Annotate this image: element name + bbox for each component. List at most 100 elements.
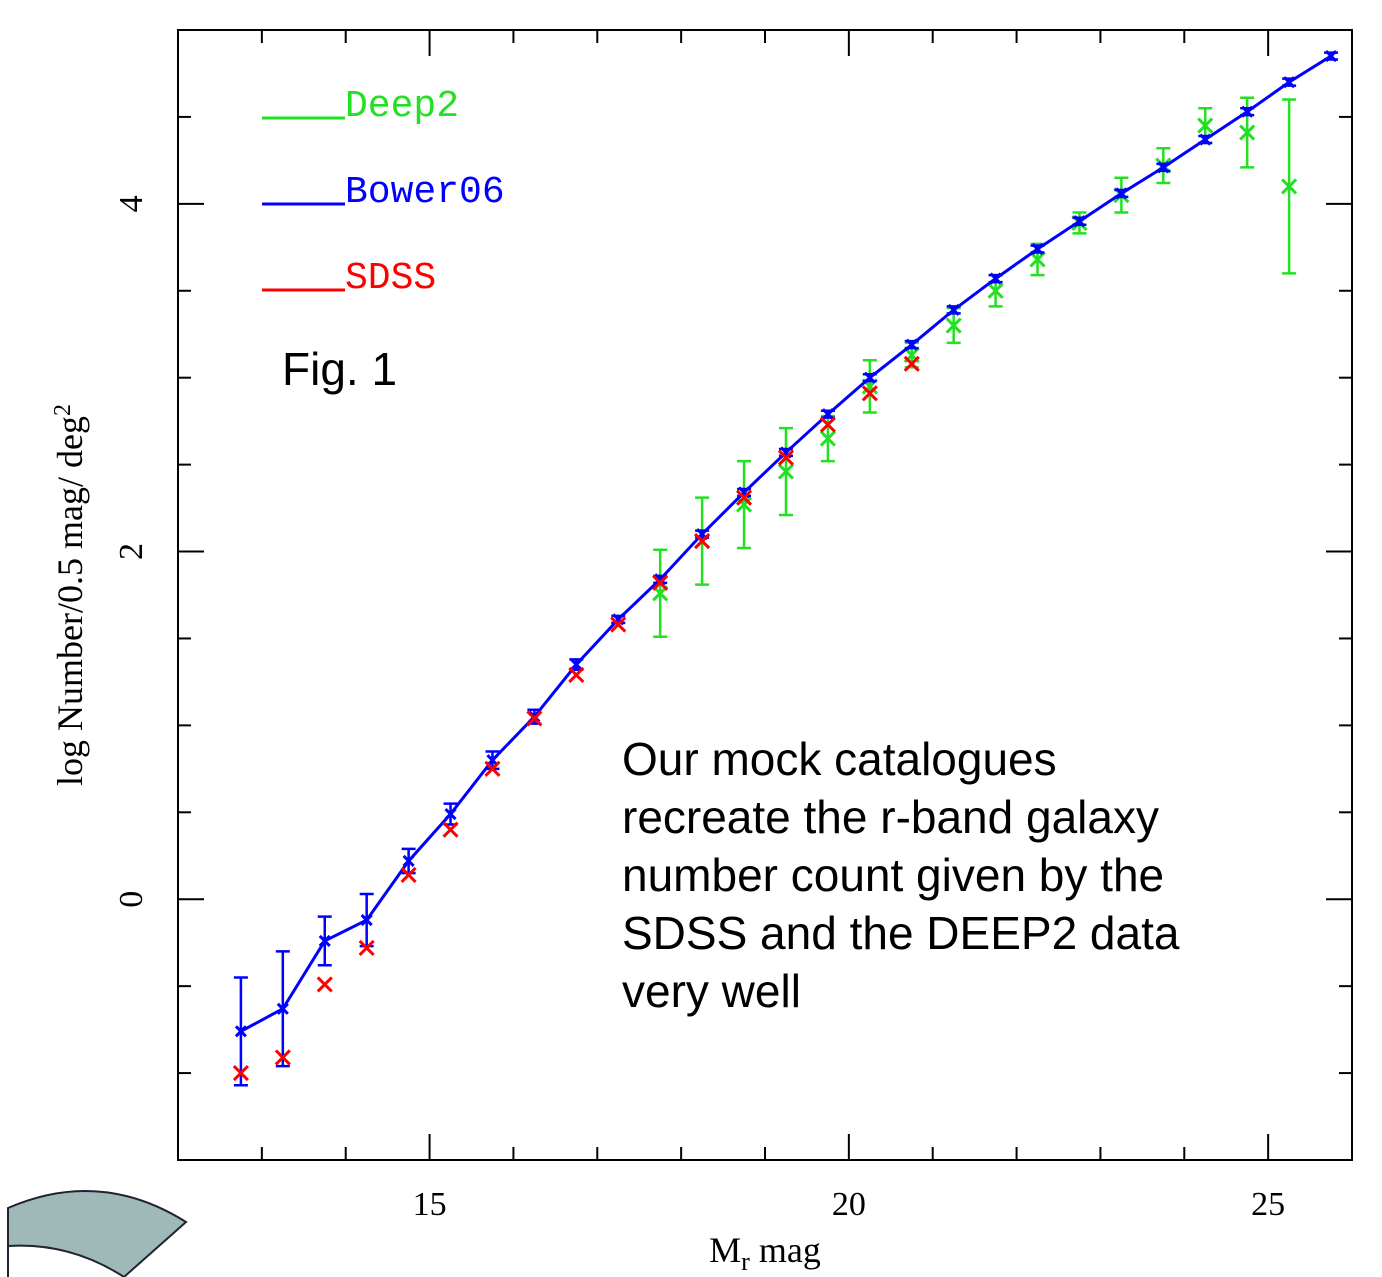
marker (863, 371, 876, 384)
marker-cross (694, 533, 711, 550)
marker-cross (947, 303, 960, 316)
x-tick-label: 15 (413, 1186, 447, 1223)
marker-cross (861, 385, 878, 402)
marker-cross (945, 317, 962, 334)
marker-cross (1241, 105, 1254, 118)
marker-cross (903, 355, 920, 372)
marker (905, 338, 918, 351)
marker (1239, 124, 1256, 141)
marker (777, 449, 795, 466)
marker-cross (654, 573, 667, 586)
annotation-text: Our mock catalogues recreate the r-band g… (622, 733, 1180, 1017)
marker (400, 866, 417, 883)
marker-cross (819, 430, 836, 447)
marker-cross (570, 658, 583, 671)
marker (989, 272, 1002, 285)
annotation-line: SDSS and the DEEP2 data (622, 907, 1180, 959)
marker-cross (400, 866, 417, 883)
x-axis-label: Mr mag (709, 1230, 821, 1276)
marker-cross (1115, 187, 1128, 200)
marker (232, 1065, 249, 1082)
marker (1241, 105, 1254, 118)
legend-label: Deep2 (345, 85, 459, 128)
marker-cross (234, 1025, 247, 1038)
marker (1283, 76, 1296, 89)
marker (777, 463, 795, 480)
marker (484, 760, 501, 777)
x-tick-label: 25 (1251, 1186, 1285, 1223)
marker-cross (987, 282, 1004, 299)
annotation-line: Our mock catalogues (622, 733, 1057, 785)
marker (652, 574, 669, 591)
marker-cross (777, 449, 795, 466)
y-axis-label: log Number/0.5 mag/ deg2 (50, 404, 90, 786)
marker-cross (821, 408, 834, 421)
marker-cross (484, 760, 501, 777)
marker-cross (1073, 215, 1086, 228)
marker-cross (1239, 124, 1256, 141)
marker-cross (905, 338, 918, 351)
marker (274, 1049, 291, 1066)
marker (276, 1002, 289, 1015)
marker-cross (1324, 50, 1338, 63)
marker (1029, 251, 1046, 268)
marker (735, 489, 753, 506)
marker (947, 303, 960, 316)
marker (444, 807, 457, 821)
marker (316, 976, 333, 993)
marker (442, 821, 459, 838)
annotation-line: number count given by the (622, 849, 1164, 901)
marker-cross (1197, 117, 1214, 134)
marker (819, 430, 836, 447)
annotation-line: recreate the r-band galaxy (622, 791, 1159, 843)
marker-cross (526, 710, 543, 727)
marker (570, 658, 583, 671)
marker-cross (1199, 133, 1212, 146)
marker-cross (1157, 161, 1170, 174)
annotation-line: very well (622, 965, 801, 1017)
y-tick-label: 2 (113, 543, 150, 560)
marker-cross (1283, 76, 1296, 89)
marker-cross (777, 463, 795, 480)
legend-label: Bower06 (345, 171, 505, 214)
marker-cross (1029, 251, 1046, 268)
marker (1197, 117, 1214, 134)
marker (819, 416, 836, 433)
marker-cross (274, 1049, 291, 1066)
y-tick-label: 4 (113, 195, 150, 212)
marker-cross (1281, 178, 1298, 195)
marker-cross (735, 496, 753, 513)
marker-cross (360, 914, 373, 927)
marker-cross (863, 371, 876, 384)
marker-cross (358, 939, 375, 956)
marker (1199, 133, 1212, 146)
legend-label: SDSS (345, 257, 436, 300)
marker-cross (442, 821, 459, 838)
marker (694, 533, 711, 550)
marker-cross (735, 489, 753, 506)
marker-cross (819, 416, 836, 433)
marker-cross (276, 1002, 289, 1015)
marker (1115, 187, 1128, 200)
marker-cross (444, 807, 457, 821)
marker (1031, 242, 1044, 256)
y-tick-label: 0 (113, 891, 150, 908)
marker (987, 282, 1004, 299)
marker (654, 573, 667, 586)
marker (360, 914, 373, 927)
marker (735, 496, 753, 513)
marker (1073, 215, 1086, 228)
marker (358, 939, 375, 956)
marker-cross (232, 1065, 249, 1082)
marker (610, 616, 627, 633)
marker (903, 355, 920, 372)
marker (1324, 50, 1338, 63)
decorative-shape (7, 1189, 188, 1277)
marker (568, 666, 585, 684)
marker (234, 1025, 247, 1038)
marker (861, 385, 878, 402)
marker (1157, 161, 1170, 174)
marker-cross (652, 574, 669, 591)
marker-cross (568, 666, 585, 684)
